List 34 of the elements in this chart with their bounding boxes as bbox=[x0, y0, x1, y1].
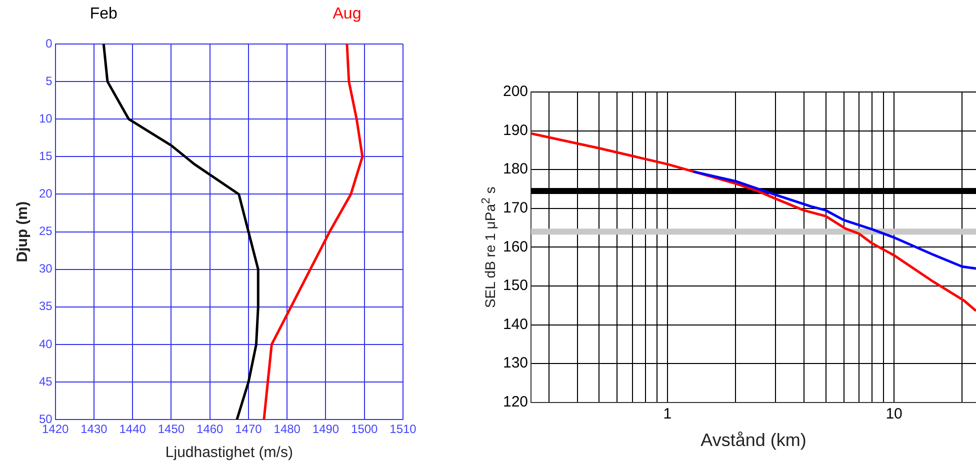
y-tick-label: 40 bbox=[38, 336, 53, 351]
y-tick-label: 35 bbox=[38, 299, 53, 314]
y-tick-label: 25 bbox=[38, 224, 53, 238]
y-tick-label: 150 bbox=[502, 277, 528, 294]
y-tick-label: 5 bbox=[46, 74, 53, 88]
x-tick-label: 1450 bbox=[158, 422, 185, 436]
y-tick-label: 120 bbox=[502, 394, 528, 411]
y-axis-title: Djup (m) bbox=[14, 201, 32, 262]
series-label: Feb bbox=[90, 5, 118, 22]
y-tick-label: 45 bbox=[38, 374, 53, 388]
y-tick-label: 180 bbox=[502, 160, 528, 178]
y-tick-label: 160 bbox=[502, 238, 528, 256]
x-tick-label: 1 bbox=[663, 406, 672, 423]
y-tick-label: 0 bbox=[46, 36, 53, 50]
x-tick-label: 1480 bbox=[274, 422, 301, 436]
y-tick-label: 20 bbox=[38, 186, 53, 201]
y-tick-label: 190 bbox=[502, 122, 528, 139]
x-axis-title: Avstånd (km) bbox=[700, 430, 806, 450]
x-tick-label: 1510 bbox=[390, 422, 417, 436]
x-tick-label: 1470 bbox=[235, 422, 262, 436]
y-tick-label: 130 bbox=[502, 354, 528, 372]
x-tick-label: 1460 bbox=[196, 422, 224, 436]
x-tick-label: 1430 bbox=[80, 422, 108, 436]
y-tick-label: 15 bbox=[38, 148, 53, 163]
x-tick-label: 1490 bbox=[312, 422, 340, 436]
x-axis-title: Ljudhastighet (m/s) bbox=[165, 444, 293, 462]
y-tick-label: 10 bbox=[38, 111, 53, 126]
x-tick-label: 1440 bbox=[119, 422, 146, 436]
series-label: Aug bbox=[332, 5, 362, 22]
y-tick-label: 140 bbox=[502, 316, 528, 333]
x-tick-label: 1500 bbox=[351, 422, 378, 436]
y-tick-label: 200 bbox=[502, 83, 528, 100]
y-tick-label: 30 bbox=[38, 262, 53, 276]
y-tick-label: 170 bbox=[502, 200, 528, 217]
